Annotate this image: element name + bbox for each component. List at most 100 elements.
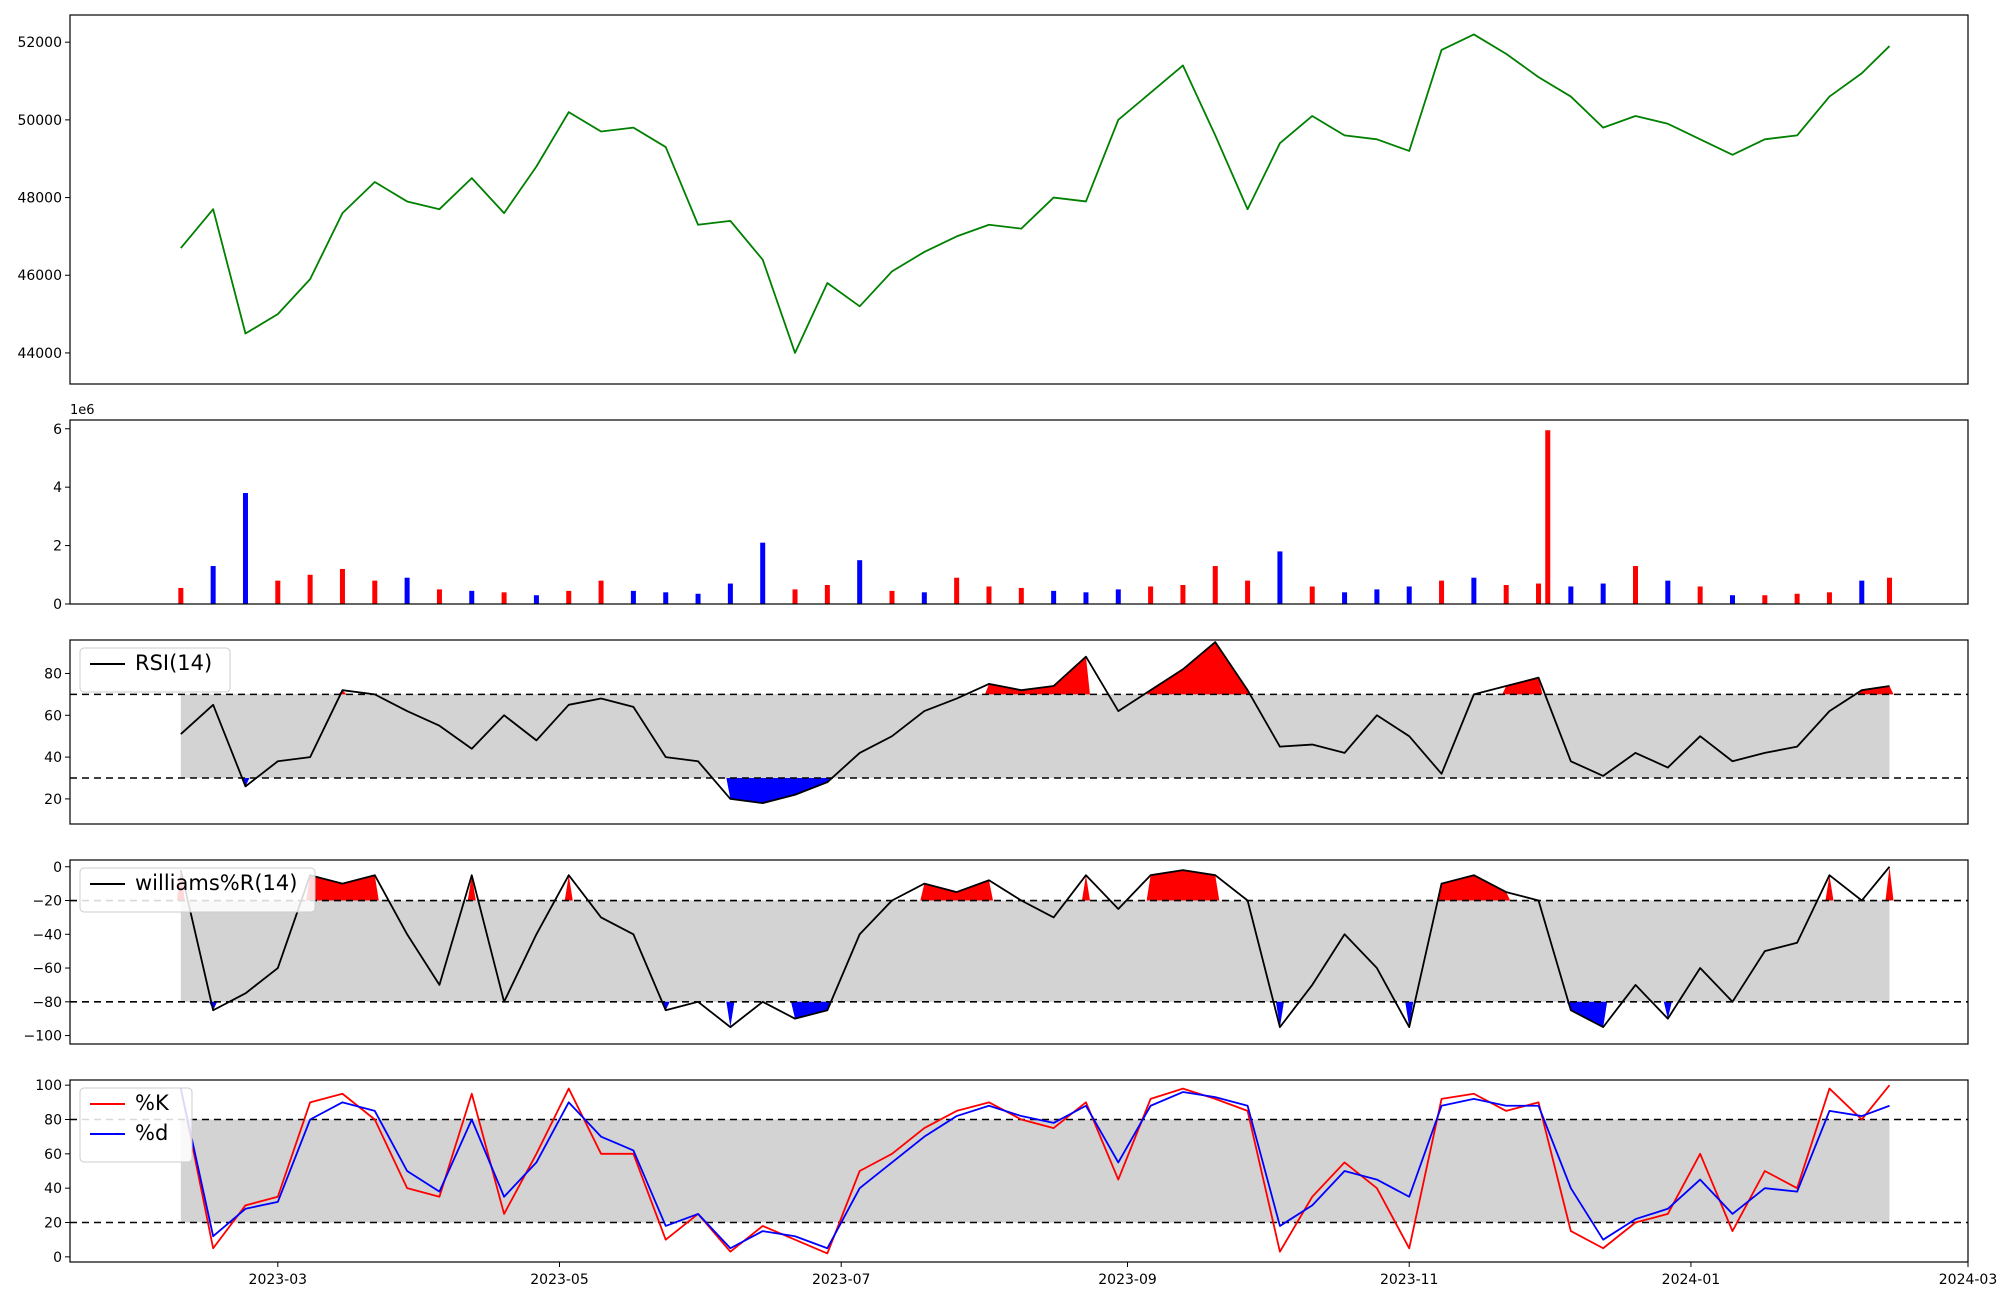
volume-bar xyxy=(1568,586,1574,604)
williams-overbought-fill xyxy=(920,880,993,901)
volume-bar xyxy=(986,586,992,604)
volume-bar xyxy=(630,590,636,604)
y-tick-label: −100 xyxy=(24,1029,62,1045)
x-tick-label: 2023-07 xyxy=(812,1272,871,1288)
volume-bar xyxy=(1051,590,1057,604)
rsi-neutral-band xyxy=(180,694,1890,778)
y-tick-label: 0 xyxy=(53,860,62,876)
volume-bar xyxy=(436,589,442,604)
williams-overbought-fill xyxy=(564,875,573,901)
x-axis: 2023-03 2023-05 2023-07 2023-09 2023-11 2024-… xyxy=(249,1262,1997,1288)
volume-bar xyxy=(1115,589,1121,604)
volume-bar xyxy=(533,595,539,604)
y-tick-label: 52000 xyxy=(17,35,62,51)
y-tick-label: 48000 xyxy=(17,191,62,207)
volume-bar xyxy=(921,592,927,604)
stochastic-panel xyxy=(70,1084,1968,1255)
volume-y-axis: 0 2 4 6 xyxy=(53,422,70,613)
rsi-panel xyxy=(70,641,1968,804)
y-tick-label: 0 xyxy=(53,597,62,613)
stochastic-series-line xyxy=(179,1088,1890,1250)
x-tick-label: 2023-03 xyxy=(249,1272,308,1288)
volume-bar xyxy=(1406,586,1412,604)
price-series-line xyxy=(180,33,1891,354)
volume-panel xyxy=(178,430,1892,604)
volume-bar xyxy=(372,580,378,604)
price-y-axis: 44000 46000 48000 50000 52000 xyxy=(17,35,70,362)
y-tick-label: 80 xyxy=(44,666,62,682)
rsi-y-axis: 20 40 60 80 xyxy=(44,666,70,808)
volume-bar xyxy=(1439,580,1445,604)
y-tick-label: 40 xyxy=(44,750,62,766)
volume-bar xyxy=(889,590,895,604)
y-tick-label: 0 xyxy=(53,1250,62,1266)
williams-oversold-fill xyxy=(1566,1001,1608,1028)
volume-bar xyxy=(242,493,248,604)
rsi-series-line xyxy=(180,641,1890,804)
rsi-overbought-fill xyxy=(1146,642,1252,695)
williams-panel-frame xyxy=(69,859,1969,1045)
volume-bar xyxy=(1600,583,1606,604)
volume-bar xyxy=(404,577,410,604)
legend-entry: williams%R(14) xyxy=(135,871,297,895)
williams-overbought-fill xyxy=(1437,875,1511,901)
volume-bar xyxy=(1794,593,1800,604)
stochastic-neutral-band xyxy=(180,1119,1890,1223)
williams-panel xyxy=(70,866,1968,1029)
volume-bar xyxy=(954,577,960,604)
y-tick-label: 4 xyxy=(53,480,62,496)
y-tick-label: 46000 xyxy=(17,268,62,284)
price-panel-frame xyxy=(69,14,1969,385)
volume-bar xyxy=(307,574,313,604)
volume-bar xyxy=(1665,580,1671,604)
volume-bar xyxy=(760,542,766,604)
volume-bar xyxy=(1536,583,1542,604)
rsi-oversold-fill xyxy=(726,778,832,804)
rsi-overbought-fill xyxy=(1857,686,1894,695)
volume-offset-label: 1e6 xyxy=(70,403,95,418)
volume-bar xyxy=(1697,586,1703,604)
volume-bar xyxy=(1083,592,1089,604)
williams-overbought-fill xyxy=(1081,875,1090,901)
williams-overbought-fill xyxy=(1146,870,1220,901)
volume-bar xyxy=(501,592,507,604)
volume-bar xyxy=(1633,566,1639,604)
legend-box xyxy=(79,647,231,693)
stochastic-panel-frame xyxy=(69,1079,1969,1263)
volume-bar xyxy=(1180,585,1186,604)
y-tick-label: 44000 xyxy=(17,346,62,362)
y-tick-label: 50000 xyxy=(17,113,62,129)
x-tick-label: 2023-11 xyxy=(1380,1272,1439,1288)
legend-box xyxy=(79,867,316,913)
volume-bar xyxy=(1277,551,1283,604)
stochastic-series-line xyxy=(179,1084,1891,1255)
volume-bar xyxy=(1212,566,1218,604)
volume-bar xyxy=(598,580,604,604)
williams-overbought-fill xyxy=(1825,875,1834,901)
y-tick-label: −40 xyxy=(32,927,62,943)
volume-bar xyxy=(1245,580,1251,604)
rsi-overbought-fill xyxy=(1502,677,1543,695)
y-tick-label: −20 xyxy=(32,894,62,910)
legend-entry: RSI(14) xyxy=(135,651,212,675)
stochastic-y-axis: 0 20 40 60 80 100 xyxy=(35,1078,70,1266)
legend-entry: %K xyxy=(135,1091,170,1115)
volume-bar xyxy=(695,593,701,604)
volume-bar xyxy=(1545,430,1551,604)
rsi-overbought-fill xyxy=(984,656,1090,695)
y-tick-label: 60 xyxy=(44,708,62,724)
legend-entry: %d xyxy=(135,1121,168,1145)
williams-oversold-fill xyxy=(1405,1001,1414,1028)
volume-bar xyxy=(1762,595,1768,604)
volume-bar xyxy=(210,566,216,604)
williams-overbought-fill xyxy=(467,875,476,901)
volume-bar xyxy=(339,568,345,604)
volume-bar xyxy=(1342,592,1348,604)
y-tick-label: −80 xyxy=(32,995,62,1011)
stochastic-legend: %K %d xyxy=(79,1087,193,1163)
volume-bar xyxy=(469,590,475,604)
volume-bar xyxy=(1374,589,1380,604)
y-tick-label: 60 xyxy=(44,1147,62,1163)
